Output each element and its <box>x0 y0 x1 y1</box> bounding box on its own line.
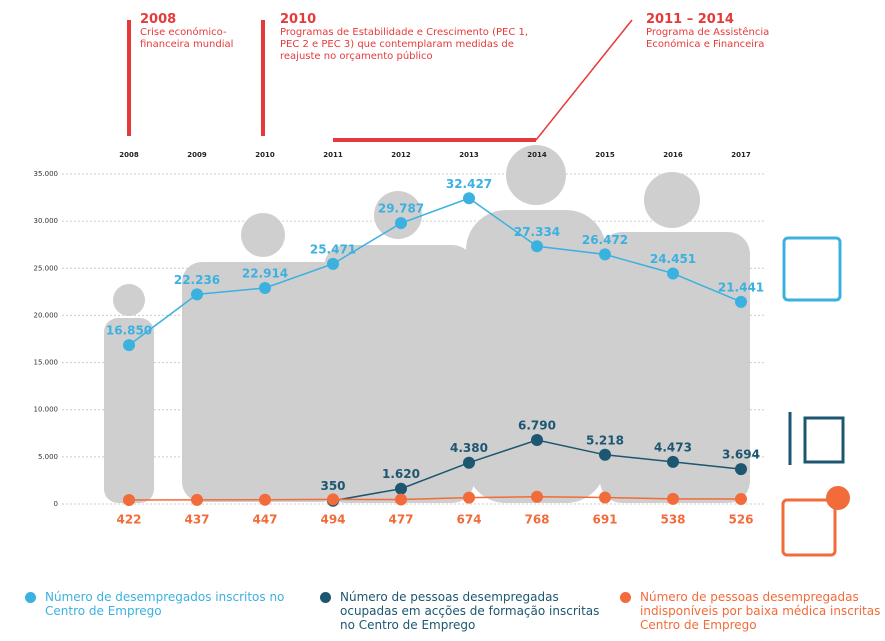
data-point <box>667 267 679 280</box>
data-point <box>123 494 135 507</box>
data-label: 21.441 <box>718 280 764 294</box>
data-point <box>735 493 747 506</box>
y-tick-label: 20.000 <box>34 311 59 319</box>
annotation-title: 2008 <box>140 12 177 27</box>
legend-label: Número de pessoas desempregadas indispon… <box>640 590 885 632</box>
data-point <box>531 240 543 253</box>
data-point <box>735 463 747 476</box>
data-label: 350 <box>320 479 345 493</box>
annotation: 2008 Crise económico-financeira mundial <box>140 12 250 51</box>
data-label: 1.620 <box>382 467 420 481</box>
data-point <box>327 493 339 506</box>
data-point <box>463 456 475 469</box>
legend-label: Número de desempregados inscritos no Cen… <box>45 590 285 618</box>
x-tick-label: 2014 <box>527 151 547 159</box>
data-point <box>599 491 611 504</box>
timeline <box>127 19 633 142</box>
data-point <box>259 493 271 506</box>
x-tick-label: 2017 <box>731 151 751 159</box>
data-point <box>395 493 407 506</box>
legend-swatch <box>320 592 331 603</box>
x-tick-label: 2010 <box>255 151 275 159</box>
series-line <box>128 197 742 346</box>
annotation-text: Crise económico-financeira mundial <box>140 27 234 50</box>
data-label: 16.850 <box>106 324 152 338</box>
annotation-title: 2011 – 2014 <box>646 12 734 27</box>
data-label: 691 <box>592 513 617 527</box>
data-label: 6.790 <box>518 418 556 432</box>
legend-entry: Número de pessoas desempregadas indispon… <box>620 590 885 632</box>
data-point <box>667 455 679 468</box>
data-label: 4.473 <box>654 440 692 454</box>
y-tick-label: 5.000 <box>38 453 58 461</box>
legend-entry: Número de desempregados inscritos no Cen… <box>25 590 305 618</box>
annotation-text: Programa de Assistência Económica e Fina… <box>646 27 770 50</box>
annotation-title: 2010 <box>280 12 317 27</box>
data-label: 447 <box>252 513 277 527</box>
data-point <box>259 281 271 294</box>
y-tick-label: 30.000 <box>34 217 59 225</box>
data-point <box>395 482 407 495</box>
x-tick-label: 2011 <box>323 151 343 159</box>
data-point <box>463 192 475 205</box>
side-icons <box>781 236 850 557</box>
data-point <box>667 492 679 505</box>
y-tick-label: 15.000 <box>34 359 59 367</box>
data-point <box>735 295 747 308</box>
data-label: 22.236 <box>174 273 220 287</box>
legend-label: Número de pessoas desempregadas ocupadas… <box>340 590 600 632</box>
y-tick-label: 35.000 <box>34 170 59 178</box>
y-tick-label: 25.000 <box>34 264 59 272</box>
data-point <box>191 493 203 506</box>
data-point <box>327 257 339 270</box>
data-label: 494 <box>320 513 345 527</box>
data-label: 5.218 <box>586 433 624 447</box>
data-point <box>531 490 543 503</box>
annotation-text: Programas de Estabilidade e Crescimento … <box>280 27 529 62</box>
data-label: 526 <box>728 513 753 527</box>
data-label: 25.471 <box>310 242 356 256</box>
legend-swatch <box>25 592 36 603</box>
data-point <box>123 339 135 352</box>
legend-entry: Número de pessoas desempregadas ocupadas… <box>320 590 610 632</box>
data-label: 26.472 <box>582 233 628 247</box>
data-label: 27.334 <box>514 225 560 239</box>
data-label: 22.914 <box>242 266 288 280</box>
data-point <box>599 448 611 461</box>
data-label: 4.380 <box>450 441 488 455</box>
data-point <box>599 248 611 261</box>
data-label: 768 <box>524 513 549 527</box>
x-tick-label: 2012 <box>391 151 411 159</box>
data-point <box>531 433 543 446</box>
x-tick-label: 2016 <box>663 151 683 159</box>
data-label: 538 <box>660 513 685 527</box>
silhouettes <box>104 145 750 503</box>
data-point <box>395 217 407 230</box>
data-label: 3.694 <box>722 448 760 462</box>
data-point <box>463 491 475 504</box>
data-label: 32.427 <box>446 177 492 191</box>
annotation: 2010 Programas de Estabilidade e Crescime… <box>280 12 545 63</box>
x-tick-label: 2015 <box>595 151 615 159</box>
data-label: 422 <box>116 513 141 527</box>
x-tick-label: 2009 <box>187 151 207 159</box>
data-label: 437 <box>184 513 209 527</box>
annotation: 2011 – 2014 Programa de Assistência Econó… <box>646 12 816 51</box>
data-point <box>191 288 203 301</box>
y-tick-label: 0 <box>54 500 58 508</box>
data-label: 477 <box>388 513 413 527</box>
x-tick-label: 2008 <box>119 151 139 159</box>
data-label: 29.787 <box>378 202 424 216</box>
y-tick-label: 10.000 <box>34 406 59 414</box>
legend-swatch <box>620 592 631 603</box>
series-line <box>128 496 742 501</box>
x-tick-label: 2013 <box>459 151 479 159</box>
data-label: 674 <box>456 513 481 527</box>
data-label: 24.451 <box>650 252 696 266</box>
